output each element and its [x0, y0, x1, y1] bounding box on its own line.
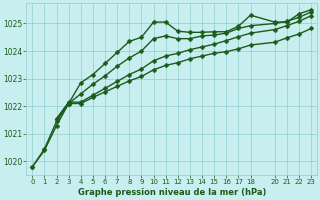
X-axis label: Graphe pression niveau de la mer (hPa): Graphe pression niveau de la mer (hPa): [77, 188, 266, 197]
